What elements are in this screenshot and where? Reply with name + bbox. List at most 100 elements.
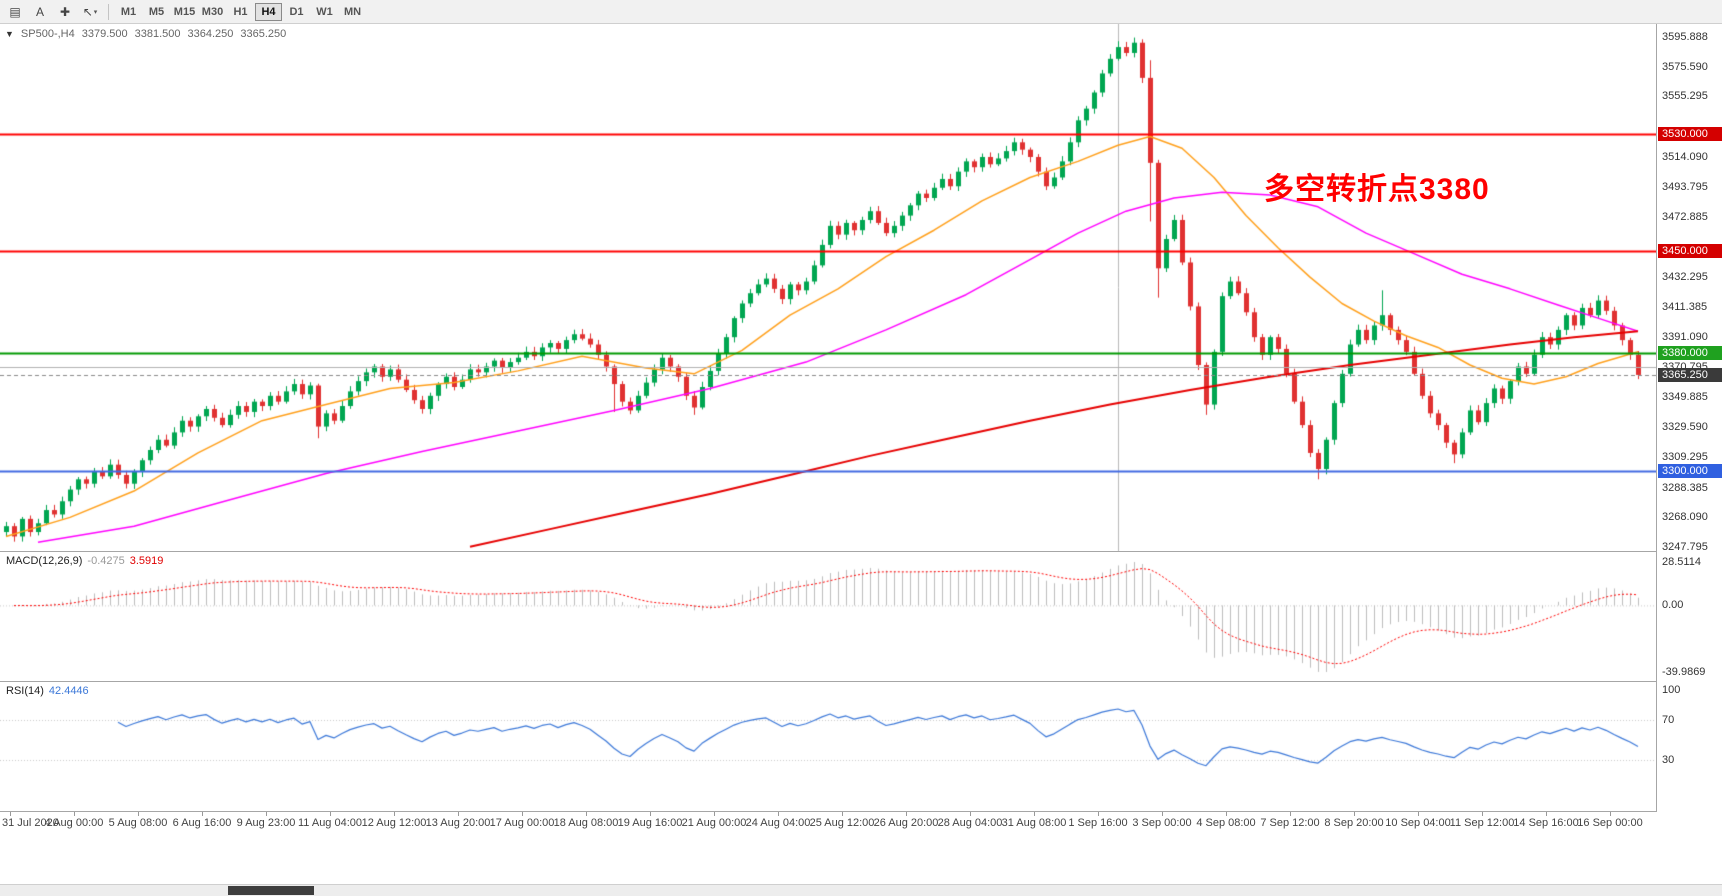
time-tick [1226, 812, 1227, 816]
price-tick: 3309.295 [1662, 450, 1708, 463]
time-label: 31 Aug 08:00 [1001, 817, 1067, 829]
time-label: 19 Aug 16:00 [617, 817, 683, 829]
rsi-axis-tick: 70 [1662, 714, 1675, 726]
time-tick [1034, 812, 1035, 816]
price-tick: 3411.385 [1662, 301, 1708, 314]
panel-splitter[interactable] [0, 681, 1722, 682]
timeframe-button-mn[interactable]: MN [339, 3, 366, 21]
time-tick [1354, 812, 1355, 816]
macd-name: MACD(12,26,9) [6, 555, 83, 567]
price-tick: 3329.590 [1662, 421, 1708, 434]
timeframe-button-m1[interactable]: M1 [115, 3, 142, 21]
time-label: 11 Sep 12:00 [1449, 817, 1515, 829]
timeframe-button-m30[interactable]: M30 [199, 3, 226, 21]
time-tick [522, 812, 523, 816]
macd-axis-tick: -39.9869 [1662, 666, 1706, 678]
time-tick [330, 812, 331, 816]
timeframe-button-m15[interactable]: M15 [171, 3, 198, 21]
text-tool-icon: A [35, 4, 44, 19]
draw-tool-button[interactable]: ↖ ▾ [78, 2, 102, 22]
price-tick: 3268.090 [1662, 511, 1708, 524]
timeframe-button-h4[interactable]: H4 [255, 2, 282, 21]
price-tick: 3349.885 [1662, 391, 1708, 404]
price-badge: 3365.250 [1658, 367, 1722, 382]
price-tick: 3247.795 [1662, 541, 1708, 553]
time-tick [1610, 812, 1611, 816]
time-label: 8 Sep 20:00 [1324, 817, 1384, 829]
time-label: 13 Aug 20:00 [425, 817, 491, 829]
time-tick [1482, 812, 1483, 816]
time-tick [1290, 812, 1291, 816]
time-label: 26 Aug 20:00 [873, 817, 939, 829]
chart-tool-button[interactable]: ▤ [3, 2, 27, 22]
crosshair-icon: ✚ [59, 4, 71, 19]
crosshair-tool-button[interactable]: ✚ [53, 2, 77, 22]
symbol-header: ▼ SP500-,H4 3379.500 3381.500 3364.250 3… [5, 28, 286, 40]
time-tick [842, 812, 843, 816]
time-label: 10 Sep 04:00 [1385, 817, 1451, 829]
macd-signal-value: 3.5919 [129, 555, 164, 567]
time-tick [714, 812, 715, 816]
chart-icon: ▤ [9, 4, 21, 19]
chevron-down-icon: ▾ [93, 8, 98, 16]
price-tick: 3472.885 [1662, 211, 1708, 224]
scrollbar-thumb[interactable] [228, 886, 314, 895]
timeframe-button-m5[interactable]: M5 [143, 3, 170, 21]
annotation-text: 多空转折点3380 [1264, 173, 1490, 206]
time-tick [650, 812, 651, 816]
price-tick: 3514.090 [1662, 150, 1708, 163]
time-label: 17 Aug 00:00 [489, 817, 555, 829]
macd-chart-canvas[interactable] [0, 552, 1656, 681]
timeframe-button-h1[interactable]: H1 [227, 3, 254, 21]
time-tick [778, 812, 779, 816]
toolbar-separator [108, 3, 109, 20]
text-label-tool-button[interactable]: A [28, 2, 52, 22]
cursor-icon: ↖ [82, 4, 93, 19]
macd-main-value: -0.4275 [87, 555, 125, 567]
time-label: 1 Sep 16:00 [1068, 817, 1128, 829]
time-tick [1162, 812, 1163, 816]
timeframe-group: M1 M5 M15 M30 H1 H4 D1 W1 MN [115, 2, 366, 21]
rsi-name: RSI(14) [6, 685, 44, 697]
rsi-chart-canvas[interactable] [0, 682, 1656, 811]
candlestick-chart-canvas[interactable] [0, 24, 1656, 551]
macd-label: MACD(12,26,9) -0.4275 3.5919 [6, 555, 163, 567]
time-label: 31 Jul 2020 [2, 817, 59, 829]
price-axis[interactable]: 3595.888 3575.590 3555.295 3514.090 3493.795… [1656, 24, 1722, 812]
rsi-axis-tick: 100 [1662, 684, 1681, 696]
ohlc-high: 3381.500 [134, 28, 181, 40]
time-label: 11 Aug 04:00 [297, 817, 363, 829]
time-label: 4 Aug 00:00 [44, 817, 104, 829]
price-tick: 3493.795 [1662, 180, 1708, 193]
time-label: 24 Aug 04:00 [745, 817, 811, 829]
time-tick [1098, 812, 1099, 816]
price-tick: 3555.295 [1662, 90, 1708, 103]
timeframe-button-d1[interactable]: D1 [283, 3, 310, 21]
time-label: 9 Aug 23:00 [236, 817, 296, 829]
price-badge: 3530.000 [1658, 126, 1722, 141]
time-label: 28 Aug 04:00 [937, 817, 1003, 829]
rsi-panel: RSI(14) 42.4446 [0, 682, 1656, 811]
time-tick [394, 812, 395, 816]
toolbar: ▤ A ✚ ↖ ▾ M1 M5 M15 M30 H1 H4 D1 W1 MN [0, 0, 1722, 24]
macd-panel: MACD(12,26,9) -0.4275 3.5919 [0, 552, 1656, 681]
time-label: 3 Sep 00:00 [1132, 817, 1192, 829]
symbol-name: SP500-,H4 [20, 28, 75, 40]
panel-splitter[interactable] [0, 551, 1722, 552]
time-tick [970, 812, 971, 816]
panel-splitter[interactable] [0, 811, 1722, 812]
time-tick [1546, 812, 1547, 816]
time-axis[interactable]: 31 Jul 2020 4 Aug 00:00 5 Aug 08:00 6 Aug 1… [0, 812, 1656, 834]
price-badge: 3300.000 [1658, 463, 1722, 478]
time-label: 18 Aug 08:00 [553, 817, 619, 829]
horizontal-scrollbar[interactable] [0, 884, 1722, 896]
time-tick [74, 812, 75, 816]
macd-axis-tick: 28.5114 [1662, 556, 1701, 568]
time-label: 6 Aug 16:00 [172, 817, 232, 829]
price-badge: 3450.000 [1658, 243, 1722, 258]
timeframe-button-w1[interactable]: W1 [311, 3, 338, 21]
time-label: 4 Sep 08:00 [1196, 817, 1256, 829]
macd-axis-tick: 0.00 [1662, 599, 1684, 612]
ohlc-open: 3379.500 [81, 28, 128, 40]
collapse-chevron-icon[interactable]: ▼ [5, 29, 14, 39]
